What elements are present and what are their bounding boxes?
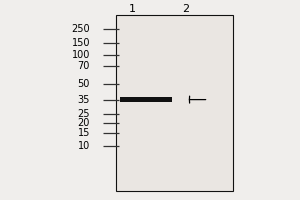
- Text: 50: 50: [78, 79, 90, 89]
- Text: 20: 20: [78, 118, 90, 128]
- Text: 70: 70: [78, 61, 90, 71]
- Text: 1: 1: [128, 4, 136, 14]
- Bar: [120, 97, 172, 102]
- Text: 35: 35: [78, 95, 90, 105]
- Text: 100: 100: [72, 50, 90, 60]
- Text: 150: 150: [71, 38, 90, 48]
- Text: 250: 250: [71, 24, 90, 34]
- Text: 25: 25: [77, 109, 90, 119]
- Text: 2: 2: [182, 4, 190, 14]
- Text: 10: 10: [78, 141, 90, 151]
- Text: 15: 15: [78, 128, 90, 138]
- Bar: [116, 15, 232, 191]
